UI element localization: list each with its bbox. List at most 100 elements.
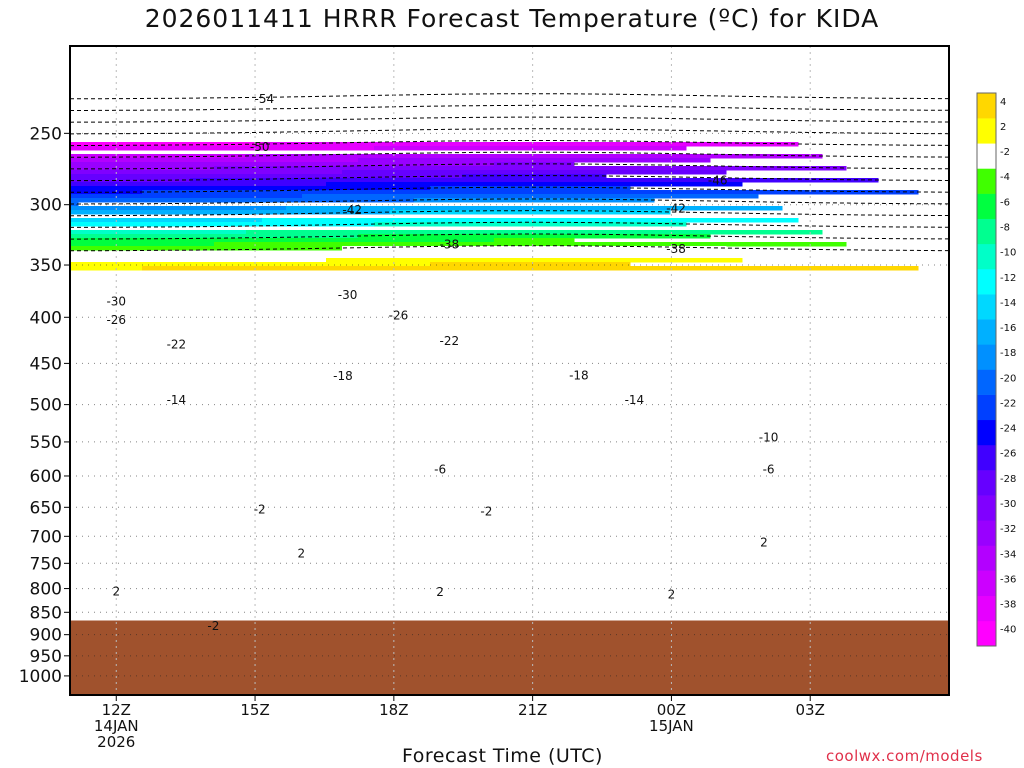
colorbar-swatch (977, 595, 996, 622)
contour-label: -54 (255, 92, 275, 106)
contour-label: -6 (763, 462, 775, 476)
x-tick-label: 00Z (657, 701, 686, 719)
contour-label: -26 (389, 308, 409, 322)
x-tick-label: 18Z (379, 701, 408, 719)
colorbar-swatch (977, 369, 996, 395)
contour-label: -50 (250, 140, 270, 154)
contour-line (70, 116, 949, 123)
colorbar-label: -26 (1000, 449, 1016, 460)
colorbar-swatch (977, 193, 996, 219)
y-tick-label: 650 (30, 498, 62, 518)
grid-lines (70, 46, 949, 695)
colorbar-swatch (977, 394, 996, 421)
contour-label: -2 (207, 619, 219, 633)
ground-fill (70, 620, 949, 695)
y-tick-label: 400 (30, 308, 62, 328)
colorbar-label: -34 (1000, 549, 1016, 560)
colorbar-label: -14 (1000, 298, 1016, 309)
contour-label: -42 (342, 203, 362, 217)
y-tick-label: 600 (30, 467, 62, 487)
colorbar-swatch (977, 620, 996, 647)
contour-line (70, 104, 949, 111)
contour-label: -22 (440, 334, 460, 348)
contour-label: -18 (569, 368, 589, 382)
contour-label: -10 (759, 431, 779, 445)
contour-label: -30 (106, 294, 126, 308)
colorbar-label: -24 (1000, 424, 1016, 435)
contour-label: -30 (338, 288, 358, 302)
contour-label: -38 (440, 237, 460, 251)
contour-label: -18 (333, 369, 353, 383)
y-tick-label: 550 (30, 433, 62, 453)
colorbar-swatch (977, 344, 996, 370)
colorbar-label: -18 (1000, 348, 1016, 359)
colorbar-label: -32 (1000, 524, 1016, 535)
colorbar-swatch (977, 419, 996, 446)
colorbar-label: -30 (1000, 499, 1016, 510)
colorbar-swatch (977, 118, 996, 144)
contour-labels: -54-50-46-42 -42-38 -38-30 -30-26 -26-22 -22-… (106, 92, 778, 633)
colorbar-swatch (977, 143, 996, 169)
colorbar-swatch (977, 570, 996, 597)
chart-title: 2026011411 HRRR Forecast Temperature (ºC… (144, 4, 880, 33)
y-tick-label: 700 (30, 527, 62, 547)
contour-label: 2 (668, 587, 676, 601)
y-tick-label: 500 (30, 396, 62, 416)
y-tick-label: 350 (30, 256, 62, 276)
contour-label: -14 (167, 393, 187, 407)
colorbar-swatch (977, 495, 996, 521)
colorbar-label: -36 (1000, 574, 1016, 585)
contour-label: -6 (434, 462, 446, 476)
colorbar-label: -4 (1000, 172, 1010, 183)
colorbar-frame (976, 92, 997, 647)
colorbar-swatch (977, 545, 996, 571)
contour-label: -46 (708, 173, 728, 187)
contour-label: 2 (297, 546, 305, 560)
colorbar-swatch (977, 168, 996, 194)
colorbar-swatch (977, 520, 996, 546)
contour-label: -2 (480, 504, 492, 518)
x-tick-label: 14JAN (94, 717, 139, 735)
y-axis: 250 300 350 400 450 500 550 600 650 700 750 800 850 9… (19, 124, 70, 687)
colorbar-swatch (977, 444, 996, 471)
colorbar-label: -22 (1000, 398, 1016, 409)
contour-label: -22 (167, 338, 187, 352)
y-tick-label: 1000 (19, 667, 62, 687)
contour-label: 2 (112, 584, 120, 598)
colorbar-swatch (977, 268, 996, 295)
x-tick-label: 15Z (240, 701, 269, 719)
ground-surface (70, 620, 949, 695)
colorbar-swatch (977, 319, 996, 345)
colorbar-label: -28 (1000, 474, 1016, 485)
contour-line (70, 93, 949, 100)
colorbar-label: -10 (1000, 248, 1016, 259)
colorbar-swatch (977, 470, 996, 496)
contour-label: -26 (106, 313, 126, 327)
contour-label: -38 (666, 242, 686, 256)
colorbar-label: -12 (1000, 273, 1016, 284)
colorbar: -40-38-36-34-32-30-28-26-24-22-20-18-16-… (976, 92, 1016, 647)
contour-label: -42 (666, 202, 686, 216)
colorbar-label: 2 (1000, 122, 1006, 133)
x-axis-title: Forecast Time (UTC) (402, 745, 603, 767)
colorbar-swatch (977, 93, 996, 119)
y-tick-label: 850 (30, 603, 62, 623)
y-tick-label: 950 (30, 647, 62, 667)
x-tick-label: 15JAN (649, 717, 694, 735)
watermark: coolwx.com/models (826, 747, 983, 765)
y-tick-label: 250 (30, 124, 62, 144)
contour-label: -14 (625, 393, 645, 407)
contour-line (70, 128, 949, 135)
y-tick-label: 450 (30, 354, 62, 374)
x-tick-label: 03Z (796, 701, 825, 719)
y-tick-label: 300 (30, 196, 62, 216)
contour-label: 2 (760, 535, 768, 549)
plot-frame (69, 45, 950, 696)
y-tick-label: 900 (30, 626, 62, 646)
colorbar-label: -38 (1000, 600, 1016, 611)
colorbar-label: -40 (1000, 625, 1016, 636)
colorbar-label: 4 (1000, 97, 1006, 108)
colorbar-swatch (977, 243, 996, 270)
